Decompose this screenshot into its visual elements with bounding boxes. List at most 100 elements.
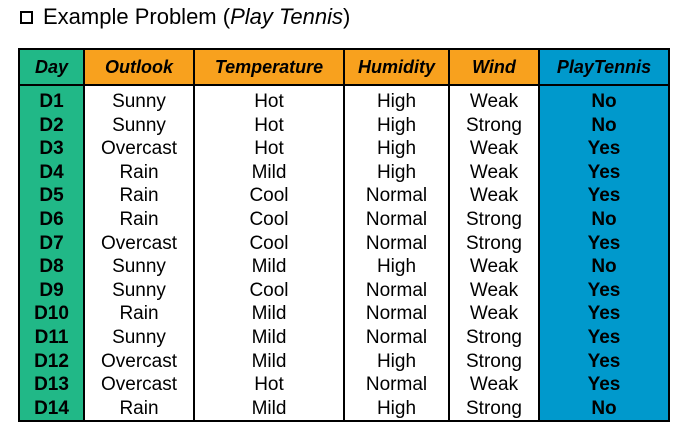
cell: High bbox=[343, 137, 450, 161]
header-cell: Outlook bbox=[83, 48, 195, 86]
cell: Rain bbox=[83, 302, 195, 326]
cell: Weak bbox=[448, 255, 540, 279]
cell: Hot bbox=[193, 137, 345, 161]
cell: High bbox=[343, 85, 450, 114]
title: Example Problem (Play Tennis) bbox=[20, 4, 350, 30]
checkbox-icon bbox=[20, 10, 33, 24]
row: D8 Sunny Mild High Weak No bbox=[18, 255, 670, 279]
cell: No bbox=[538, 255, 670, 279]
cell: Mild bbox=[193, 255, 345, 279]
cell: Weak bbox=[448, 302, 540, 326]
cell: No bbox=[538, 113, 670, 138]
cell: Weak bbox=[448, 184, 540, 208]
cell: No bbox=[538, 396, 670, 422]
cell: Normal bbox=[343, 184, 450, 208]
cell: High bbox=[343, 349, 450, 374]
cell: Normal bbox=[343, 231, 450, 256]
header-row: Day Outlook Temperature Humidity Wind PlayTen… bbox=[18, 48, 670, 86]
cell: D12 bbox=[18, 349, 85, 374]
cell: Normal bbox=[343, 278, 450, 303]
row: D9 Sunny Cool Normal Weak Yes bbox=[18, 278, 670, 303]
row: D1 Sunny Hot High Weak No bbox=[18, 85, 670, 114]
cell: Mild bbox=[193, 325, 345, 350]
cell: Mild bbox=[193, 396, 345, 422]
cell: Normal bbox=[343, 373, 450, 397]
cell: Strong bbox=[448, 396, 540, 422]
cell: High bbox=[343, 396, 450, 422]
cell: Yes bbox=[538, 373, 670, 397]
cell: No bbox=[538, 207, 670, 232]
cell: Strong bbox=[448, 325, 540, 350]
row: D4 Rain Mild High Weak Yes bbox=[18, 160, 670, 185]
table: Day Outlook Temperature Humidity Wind PlayTen… bbox=[18, 48, 670, 423]
row: D3 Overcast Hot High Weak Yes bbox=[18, 137, 670, 161]
cell: Rain bbox=[83, 160, 195, 185]
row: D10 Rain Mild Normal Weak Yes bbox=[18, 302, 670, 326]
cell: Cool bbox=[193, 184, 345, 208]
row: D13 Overcast Hot Normal Weak Yes bbox=[18, 373, 670, 397]
row: D11 Sunny Mild Normal Strong Yes bbox=[18, 325, 670, 350]
cell: Weak bbox=[448, 373, 540, 397]
cell: Overcast bbox=[83, 231, 195, 256]
cell: Yes bbox=[538, 302, 670, 326]
cell: Rain bbox=[83, 396, 195, 422]
cell: Hot bbox=[193, 85, 345, 114]
cell: Yes bbox=[538, 325, 670, 350]
cell: Yes bbox=[538, 231, 670, 256]
cell: Sunny bbox=[83, 85, 195, 114]
cell: Mild bbox=[193, 349, 345, 374]
cell: Strong bbox=[448, 207, 540, 232]
cell: Mild bbox=[193, 302, 345, 326]
cell: Normal bbox=[343, 302, 450, 326]
cell: D4 bbox=[18, 160, 85, 185]
cell: D3 bbox=[18, 137, 85, 161]
cell: High bbox=[343, 255, 450, 279]
cell: Sunny bbox=[83, 278, 195, 303]
cell: Weak bbox=[448, 160, 540, 185]
header-cell: PlayTennis bbox=[538, 48, 670, 86]
cell: Strong bbox=[448, 231, 540, 256]
cell: Normal bbox=[343, 325, 450, 350]
row: D12 Overcast Mild High Strong Yes bbox=[18, 349, 670, 374]
cell: D8 bbox=[18, 255, 85, 279]
header-cell: Temperature bbox=[193, 48, 345, 86]
cell: Sunny bbox=[83, 113, 195, 138]
cell: D6 bbox=[18, 207, 85, 232]
cell: D7 bbox=[18, 231, 85, 256]
cell: Cool bbox=[193, 207, 345, 232]
cell: Cool bbox=[193, 231, 345, 256]
cell: D9 bbox=[18, 278, 85, 303]
cell: High bbox=[343, 113, 450, 138]
cell: Mild bbox=[193, 160, 345, 185]
cell: No bbox=[538, 85, 670, 114]
cell: D14 bbox=[18, 396, 85, 422]
cell: Rain bbox=[83, 207, 195, 232]
cell: Overcast bbox=[83, 137, 195, 161]
header-cell: Wind bbox=[448, 48, 540, 86]
cell: Yes bbox=[538, 184, 670, 208]
cell: D2 bbox=[18, 113, 85, 138]
cell: Strong bbox=[448, 113, 540, 138]
row: D7 Overcast Cool Normal Strong Yes bbox=[18, 231, 670, 256]
row: D6 Rain Cool Normal Strong No bbox=[18, 207, 670, 232]
row: D5 Rain Cool Normal Weak Yes bbox=[18, 184, 670, 208]
header-cell: Humidity bbox=[343, 48, 450, 86]
row: D14 Rain Mild High Strong No bbox=[18, 396, 670, 422]
cell: High bbox=[343, 160, 450, 185]
cell: Overcast bbox=[83, 373, 195, 397]
cell: Yes bbox=[538, 160, 670, 185]
cell: Hot bbox=[193, 113, 345, 138]
cell: Weak bbox=[448, 137, 540, 161]
cell: D11 bbox=[18, 325, 85, 350]
cell: Yes bbox=[538, 278, 670, 303]
cell: Yes bbox=[538, 349, 670, 374]
cell: Weak bbox=[448, 85, 540, 114]
cell: D13 bbox=[18, 373, 85, 397]
cell: Yes bbox=[538, 137, 670, 161]
cell: D1 bbox=[18, 85, 85, 114]
cell: Rain bbox=[83, 184, 195, 208]
cell: Weak bbox=[448, 278, 540, 303]
header-cell: Day bbox=[18, 48, 85, 86]
cell: Sunny bbox=[83, 325, 195, 350]
